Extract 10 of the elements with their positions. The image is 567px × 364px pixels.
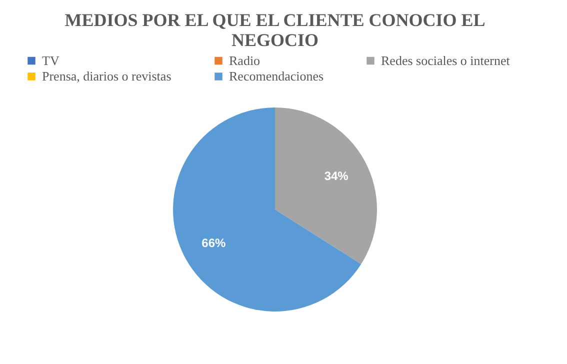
chart-title: MEDIOS POR EL QUE EL CLIENTE CONOCIO EL NEGOCIO bbox=[64, 10, 486, 50]
legend-label: TV bbox=[42, 52, 60, 68]
legend-label: Prensa, diarios o revistas bbox=[42, 68, 172, 84]
data-label: 66% bbox=[202, 236, 226, 250]
legend-label: Redes sociales o internet bbox=[381, 52, 510, 68]
legend-label: Radio bbox=[229, 52, 260, 68]
pie-slice bbox=[173, 108, 362, 312]
legend-label: Recomendaciones bbox=[229, 68, 324, 84]
data-label: 34% bbox=[324, 168, 349, 183]
pie-slice bbox=[275, 108, 377, 264]
